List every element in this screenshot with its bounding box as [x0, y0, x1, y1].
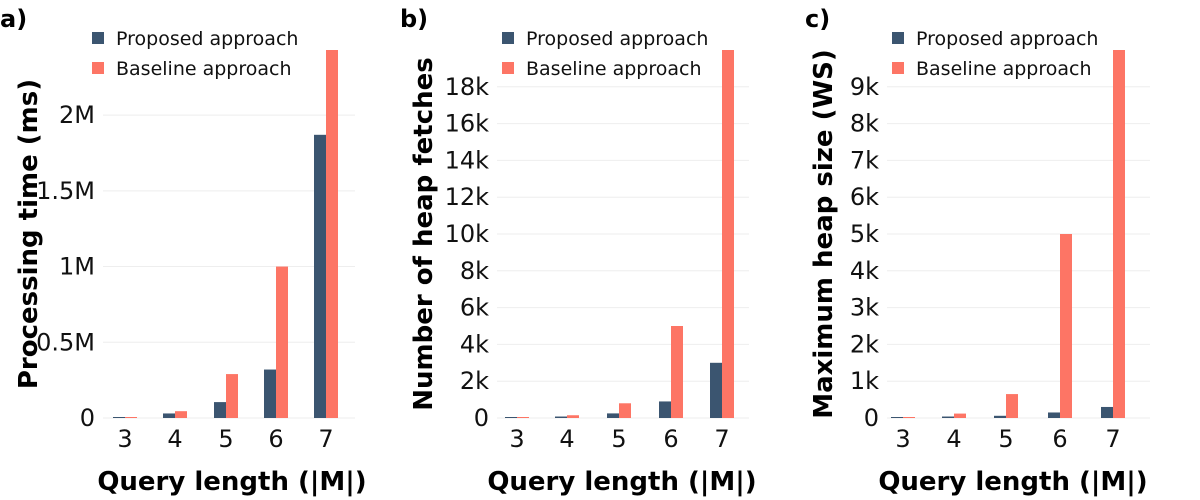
- bar-proposed-6: [659, 401, 671, 418]
- legend-swatch-proposed: [892, 32, 904, 44]
- y-tick-label: 5k: [850, 220, 879, 248]
- chart-panel-1: a) 0 0.5M 1M 1.5M 2M 3 4 5 6 7 Query length (|M|) Pr…: [0, 5, 367, 497]
- x-tick-label: 7: [714, 425, 729, 453]
- bar-baseline-7: [722, 50, 734, 418]
- legend-swatch-baseline: [92, 62, 104, 74]
- x-axis-title: Query length (|M|): [878, 467, 1147, 497]
- x-tick-label: 3: [509, 425, 524, 453]
- y-tick-label: 6k: [460, 294, 489, 322]
- x-tick-label: 5: [218, 425, 233, 453]
- bar-baseline-5: [619, 403, 631, 418]
- bar-proposed-3: [113, 417, 125, 418]
- bar-proposed-4: [163, 413, 175, 418]
- legend-label-baseline: Baseline approach: [116, 58, 292, 80]
- panel-label: c): [805, 5, 830, 33]
- legend-swatch-baseline: [502, 62, 514, 74]
- y-tick-label: 16k: [445, 110, 490, 138]
- y-tick-label: 3k: [850, 294, 879, 322]
- bar-baseline-3: [125, 417, 137, 418]
- panel-label: b): [400, 5, 428, 33]
- bar-baseline-4: [175, 411, 187, 418]
- legend-swatch-proposed: [92, 32, 104, 44]
- bar-proposed-4: [942, 416, 954, 418]
- y-axis-title: Processing time (ms): [14, 79, 44, 389]
- y-tick-label: 6k: [850, 183, 879, 211]
- x-tick-label: 6: [268, 425, 283, 453]
- x-tick-label: 4: [946, 425, 961, 453]
- panel-label: a): [0, 5, 27, 33]
- x-axis-title: Query length (|M|): [487, 467, 756, 497]
- bar-proposed-5: [994, 415, 1006, 418]
- bar-baseline-6: [1060, 234, 1072, 418]
- legend-label-baseline: Baseline approach: [526, 58, 702, 80]
- x-tick-label: 3: [895, 425, 910, 453]
- x-axis-title: Query length (|M|): [97, 467, 366, 497]
- bar-baseline-5: [1006, 394, 1018, 418]
- y-tick-label: 0: [864, 404, 879, 432]
- bar-proposed-7: [710, 362, 722, 418]
- y-tick-label: 1M: [59, 253, 95, 281]
- bar-proposed-6: [1048, 412, 1060, 418]
- bar-proposed-4: [555, 416, 567, 418]
- bar-baseline-6: [671, 326, 683, 418]
- legend-label-proposed: Proposed approach: [526, 28, 708, 50]
- legend-label-baseline: Baseline approach: [916, 58, 1092, 80]
- bar-proposed-7: [314, 134, 326, 418]
- x-tick-label: 5: [998, 425, 1013, 453]
- chart-panel-2: b) 0 2k 4k 6k 8k 10k 12k 14k 16k 18k 3 4 5 6 7 Query len…: [400, 5, 757, 497]
- legend-label-proposed: Proposed approach: [916, 28, 1098, 50]
- y-tick-label: 12k: [445, 183, 490, 211]
- bar-proposed-5: [607, 413, 619, 418]
- y-tick-label: 0.5M: [36, 328, 95, 356]
- y-tick-label: 1.5M: [36, 177, 95, 205]
- y-tick-label: 2M: [59, 101, 95, 129]
- bar-baseline-4: [567, 415, 579, 418]
- bar-proposed-3: [505, 417, 517, 418]
- x-tick-label: 3: [117, 425, 132, 453]
- y-tick-label: 8k: [850, 110, 879, 138]
- y-tick-label: 10k: [445, 220, 490, 248]
- bar-proposed-7: [1101, 406, 1113, 418]
- x-tick-label: 5: [611, 425, 626, 453]
- legend-swatch-proposed: [502, 32, 514, 44]
- y-tick-label: 2k: [460, 367, 489, 395]
- y-tick-label: 0: [474, 404, 489, 432]
- bar-baseline-7: [326, 50, 338, 418]
- y-axis-title: Maximum heap size (WS): [809, 49, 839, 419]
- x-tick-label: 4: [167, 425, 182, 453]
- bar-baseline-4: [954, 413, 966, 418]
- legend-label-proposed: Proposed approach: [116, 28, 298, 50]
- y-tick-label: 4k: [460, 330, 489, 358]
- x-tick-label: 6: [663, 425, 678, 453]
- y-tick-label: 8k: [460, 257, 489, 285]
- y-tick-label: 18k: [445, 73, 490, 101]
- bar-baseline-5: [226, 374, 238, 418]
- x-tick-label: 7: [1105, 425, 1120, 453]
- bar-baseline-3: [903, 417, 915, 418]
- y-tick-label: 9k: [850, 73, 879, 101]
- bar-proposed-3: [891, 417, 903, 418]
- x-tick-label: 4: [559, 425, 574, 453]
- bar-baseline-3: [517, 417, 529, 418]
- bar-proposed-5: [214, 402, 226, 418]
- y-tick-label: 7k: [850, 146, 879, 174]
- y-tick-label: 14k: [445, 146, 490, 174]
- y-tick-label: 4k: [850, 257, 879, 285]
- y-tick-label: 1k: [850, 367, 879, 395]
- bar-baseline-7: [1113, 50, 1125, 418]
- y-tick-label: 0: [80, 404, 95, 432]
- chart-panel-3: c) 0 1k 2k 3k 4k 5k 6k 7k 8k 9k 3 4 5 6 7 Query length (…: [805, 5, 1150, 497]
- y-axis-title: Number of heap fetches: [409, 57, 439, 410]
- y-tick-label: 2k: [850, 330, 879, 358]
- bar-proposed-6: [264, 369, 276, 418]
- x-tick-label: 6: [1052, 425, 1067, 453]
- x-tick-label: 7: [318, 425, 333, 453]
- bar-baseline-6: [276, 266, 288, 418]
- legend-swatch-baseline: [892, 62, 904, 74]
